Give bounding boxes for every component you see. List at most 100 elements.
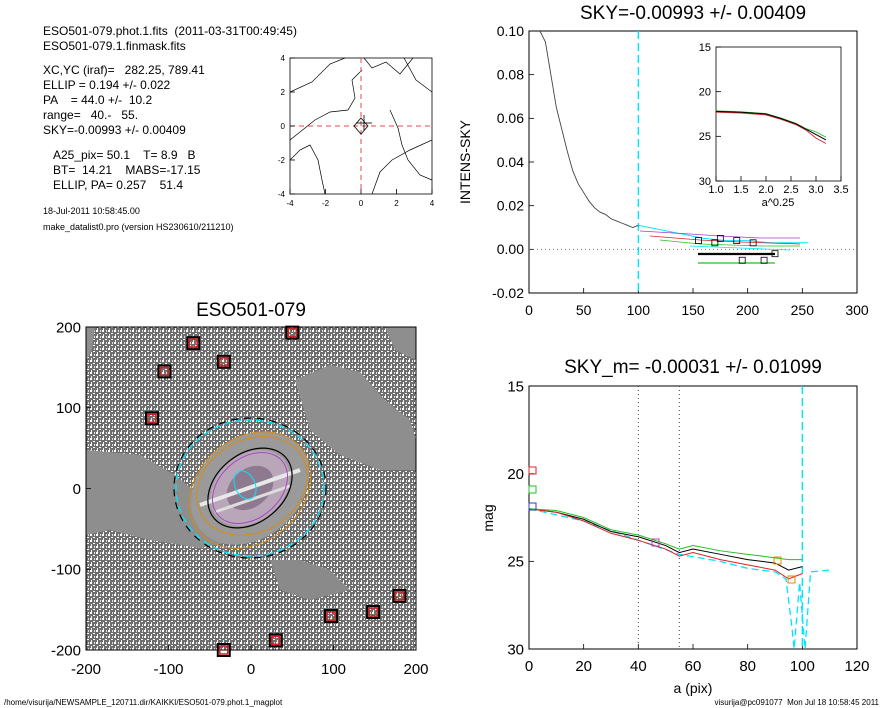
- mag-x-tick-label: 80: [739, 658, 756, 675]
- image-y-tick-label: 100: [56, 400, 81, 417]
- mag-marker-green: [528, 485, 537, 494]
- sky-annulus-marker: [760, 256, 768, 264]
- image-x-tick-label: 100: [321, 661, 346, 678]
- mag-x-tick-label: 100: [790, 658, 815, 675]
- inset-x-tick-label: 1.5: [733, 184, 748, 196]
- masked-star-marker-inner: [147, 413, 157, 423]
- masked-star-marker: [186, 336, 201, 351]
- inset-red-curve: [715, 111, 827, 144]
- inset-x-tick-label: 2.5: [783, 184, 798, 196]
- image-y-tick-label: -200: [51, 642, 81, 659]
- image-x-tick-label: 200: [403, 661, 428, 678]
- sky-y-tick-label: 0.06: [497, 110, 524, 126]
- image-y-tick-label: 200: [56, 319, 81, 336]
- sky-annulus-marker: [716, 235, 724, 242]
- masked-star-marker-inner: [271, 635, 281, 646]
- image-x-tick-label: -100: [153, 661, 183, 678]
- galaxy-image-title: ESO501-079: [196, 300, 306, 321]
- inset-xlabel: a^0.25: [762, 197, 795, 209]
- footer-path: /home/visurija/NEWSAMPLE_120711.dir/KAIK…: [4, 698, 283, 707]
- masked-star-marker: [324, 609, 339, 624]
- contour-x-tick-label: 0: [359, 199, 364, 208]
- pa-line: PA = 44.0 +/- 10.2: [43, 93, 153, 107]
- sky-y-tick-label: 0.00: [497, 241, 524, 257]
- mag-profile-title: SKY_m= -0.00031 +/- 0.01099: [564, 357, 822, 378]
- mag-x-tick-label: 40: [630, 658, 647, 675]
- masked-star-marker: [145, 411, 159, 426]
- sky-profile-ylabel: INTENS-SKY: [457, 119, 473, 204]
- contour-x-tick-label: -2: [322, 199, 330, 208]
- sky-line: SKY=-0.00993 +/- 0.00409: [43, 123, 186, 137]
- masked-star-marker-inner: [219, 645, 229, 655]
- inset-frame: [715, 46, 842, 182]
- sky-annulus-marker: [771, 250, 779, 258]
- mask-file-line: ESO501-079.1.finmask.fits: [43, 39, 186, 53]
- contour-x-tick-label: -4: [286, 199, 294, 208]
- mag-marker-blue: [528, 502, 537, 511]
- sky-y-tick-label: 0.08: [497, 67, 524, 83]
- inset-y-tick-label: 30: [699, 176, 711, 188]
- masked-star-marker: [285, 325, 300, 340]
- masked-star-marker: [392, 588, 407, 603]
- galaxy-image-panel: ESO501-079 -200 -100 0 100 200 200: [51, 300, 429, 678]
- mag-profile-plot: SKY_m= -0.00031 +/- 0.01099 mag a (pix) …: [480, 357, 870, 696]
- sky-x-tick-label: 0: [525, 302, 533, 318]
- fits-file-line: ESO501-079.phot.1.fits (2011-03-31T00:49…: [43, 24, 297, 38]
- masked-star-marker: [366, 605, 381, 620]
- inset-y-tick-label: 25: [699, 131, 711, 143]
- masked-star-marker-inner: [394, 591, 405, 601]
- inset-plot: 1.0 1.5 2.0 2.5 3.0 3.5 15 20 25 30 a^0.25: [699, 42, 849, 209]
- mag-green-curve: [528, 508, 803, 561]
- sky-y-tick-label: 0.04: [497, 154, 524, 170]
- sky-profile-black-curve: [539, 30, 639, 228]
- inset-black-curve: [715, 110, 827, 141]
- mag-profile-xlabel: a (pix): [674, 680, 713, 696]
- sky-y-tick-label: -0.02: [492, 285, 524, 301]
- contour-y-tick-label: 2: [281, 88, 286, 97]
- sky-y-tick-label: 0.02: [497, 198, 524, 214]
- masked-star-marker: [216, 643, 231, 657]
- mag-y-tick-label: 20: [507, 466, 524, 483]
- sky-x-tick-label: 200: [736, 302, 760, 318]
- masked-star-marker: [268, 633, 283, 648]
- mag-y-tick-label: 30: [507, 641, 524, 658]
- sky-annulus-marker: [733, 237, 741, 245]
- image-x-tick-label: -200: [71, 661, 101, 678]
- sky-annulus-marker: [711, 239, 719, 247]
- masked-star-marker: [216, 354, 231, 369]
- sky-x-tick-label: 150: [681, 302, 705, 318]
- masked-star-marker-inner: [188, 338, 198, 348]
- ellip-pa-line: ELLIP, PA= 0.257 51.4: [53, 178, 183, 192]
- mag-marker-orange-2: [787, 575, 796, 584]
- galaxy-image: [86, 327, 416, 650]
- date-line: 18-Jul-2011 10:58:45.00: [43, 206, 140, 216]
- mag-x-tick-label: 120: [844, 658, 869, 675]
- sky-annulus-marker: [695, 237, 702, 245]
- mag-y-tick-label: 25: [507, 554, 524, 571]
- xcyc-line: XC,YC (iraf)= 282.25, 789.41: [43, 63, 205, 77]
- sky-x-tick-label: 50: [576, 302, 592, 318]
- program-line: make_datalist0.pro (version HS230610/211…: [43, 222, 234, 232]
- masked-star-marker-inner: [287, 327, 297, 338]
- contour-y-tick-label: -4: [278, 190, 286, 199]
- mag-black-curve: [528, 508, 803, 571]
- mag-markers: [528, 466, 796, 584]
- masked-star-marker-inner: [159, 366, 170, 377]
- inset-y-tick-label: 15: [699, 42, 711, 54]
- bt-line: BT= 14.21 MABS=-17.15: [53, 163, 201, 177]
- contour-x-tick-label: 4: [430, 199, 435, 208]
- sky-profile-title: SKY=-0.00993 +/- 0.00409: [580, 3, 806, 24]
- footer-user-timestamp: visurija@pc091077 Mon Jul 18 10:58:45 20…: [714, 698, 879, 707]
- contour-plot: -4 -2 0 2 4 4 2 0 -2 -4: [278, 54, 435, 208]
- a25-line: A25_pix= 50.1 T= 8.9 B: [53, 148, 196, 162]
- mag-marker-orange: [773, 556, 782, 565]
- sky-x-tick-label: 100: [627, 302, 651, 318]
- mag-y-tick-label: 15: [507, 378, 524, 395]
- inset-x-tick-label: 3.5: [833, 184, 848, 196]
- mag-x-tick-label: 60: [685, 658, 702, 675]
- image-y-tick-label: -100: [51, 562, 81, 579]
- masked-star-marker-inner: [368, 607, 378, 617]
- mag-marker-red: [528, 466, 537, 475]
- contour-x-tick-label: 2: [394, 199, 399, 208]
